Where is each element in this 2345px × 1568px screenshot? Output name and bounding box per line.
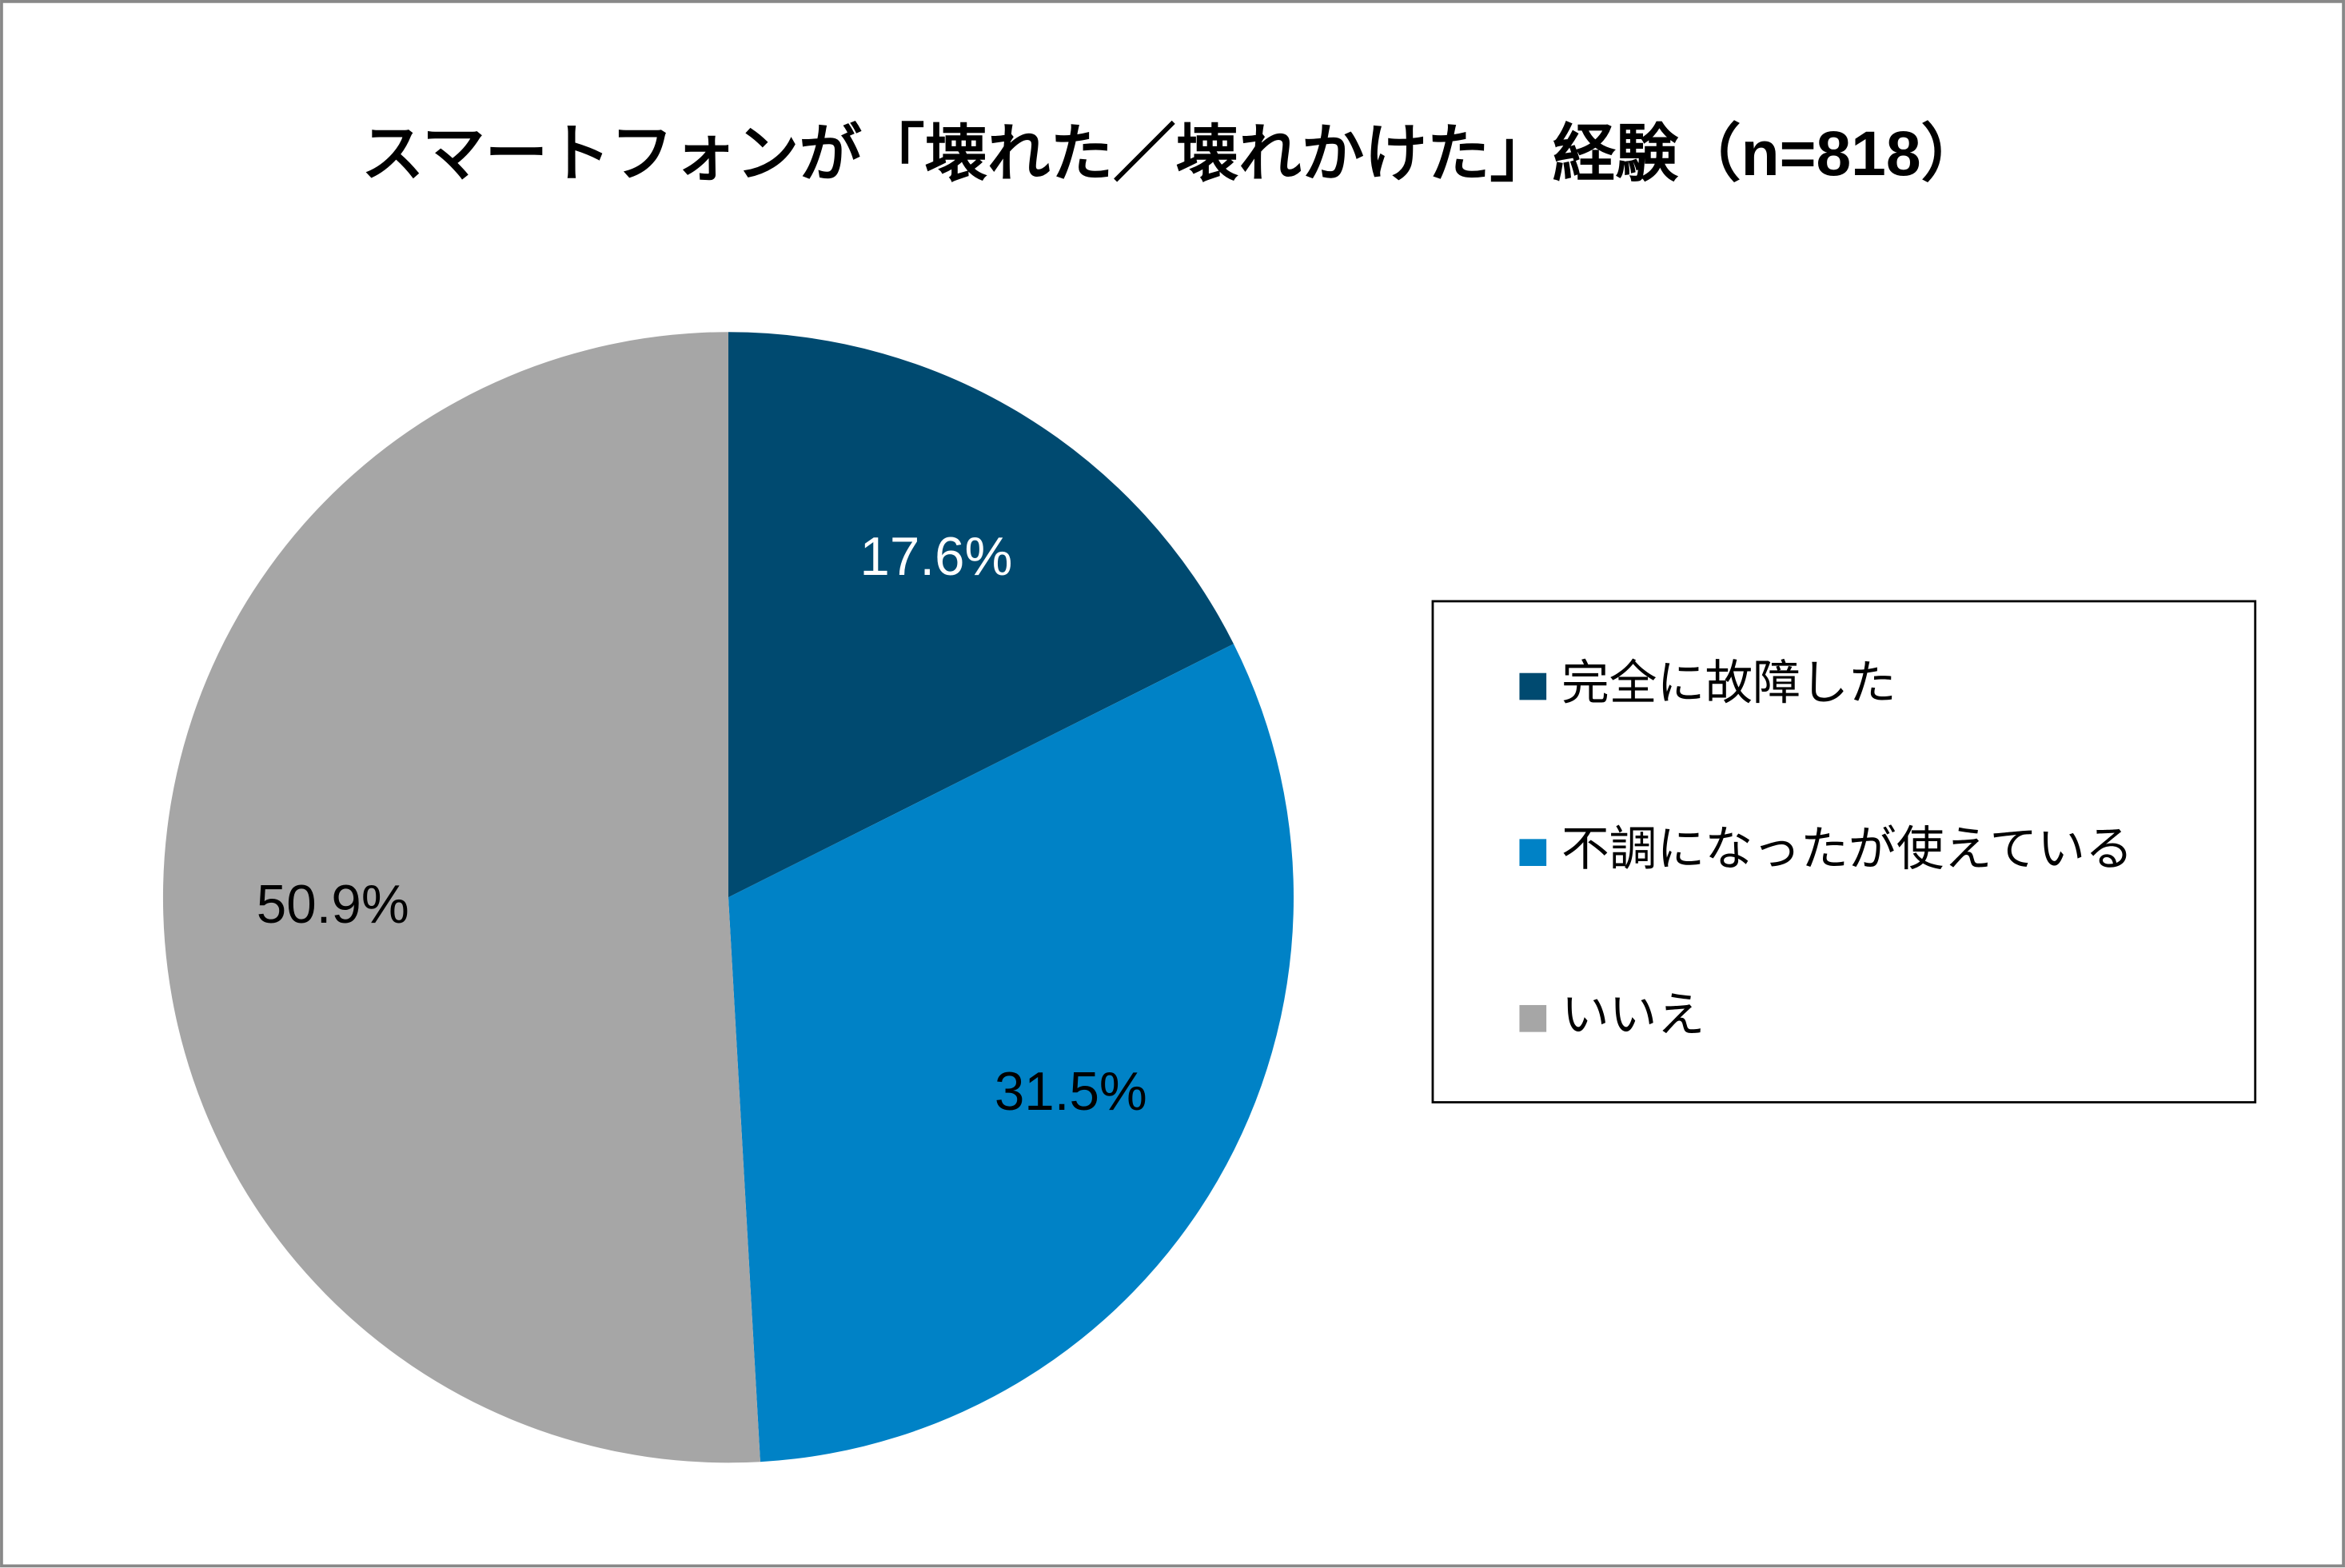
legend-swatch (1519, 1004, 1547, 1032)
legend-label: 完全に故障した (1561, 656, 1896, 709)
pie-slice (162, 332, 760, 1463)
pie-slice (728, 644, 1294, 1462)
data-label: 50.9% (257, 875, 409, 935)
legend-swatch (1519, 839, 1547, 867)
data-label: 17.6% (859, 527, 1012, 587)
data-label: 31.5% (995, 1062, 1147, 1122)
pie-slice (728, 332, 1234, 898)
legend-label: 不調になったが使えている (1561, 822, 2133, 876)
legend-swatch (1519, 672, 1547, 700)
legend-label: いいえ (1561, 988, 1705, 1042)
legend-box (1431, 600, 2257, 1103)
chart-title: スマートフォンが「壊れた／壊れかけた」経験（n=818） (361, 118, 1984, 189)
